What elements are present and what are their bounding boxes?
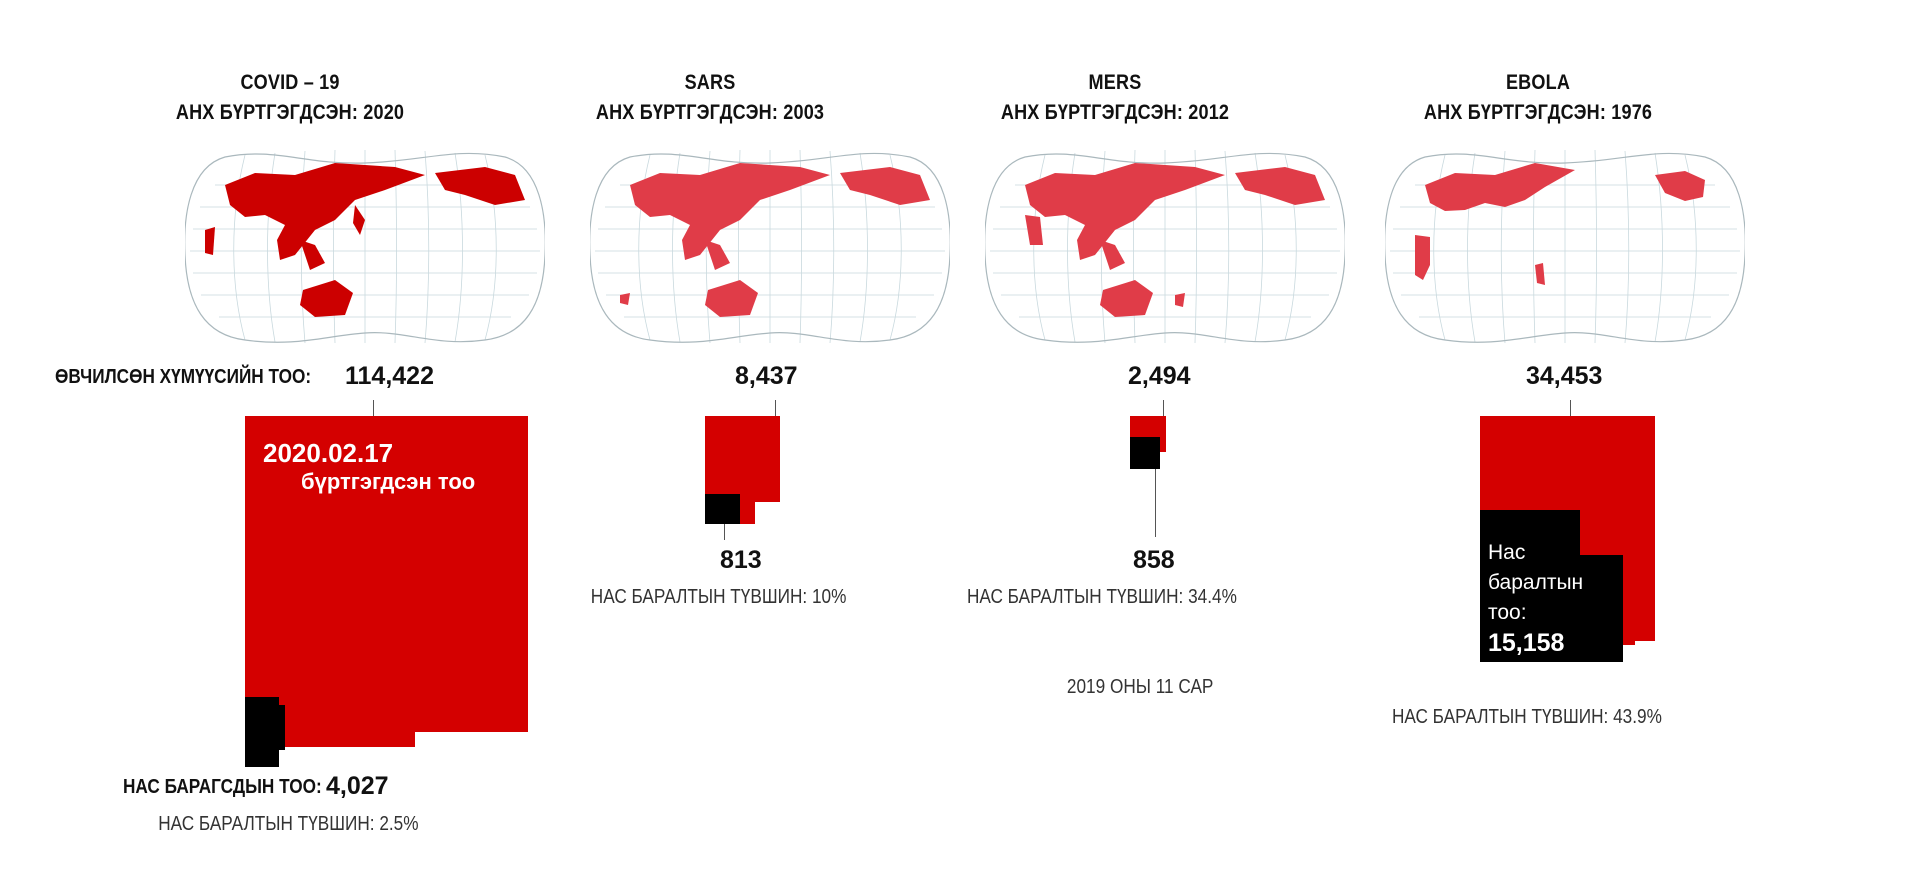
cases-area-step xyxy=(245,732,415,747)
fatality-rate: НАС БАРАЛТЫН ТҮВШИН: 10% xyxy=(590,586,847,608)
panel-mers: MERS АНХ БҮРТГЭГДСЭН: 2012 2,494 858 НАС… xyxy=(955,0,1375,876)
deaths-area xyxy=(1130,437,1160,469)
cases-value: 114,422 xyxy=(345,362,434,390)
deaths-label: НАС БАРАГСДЫН ТОО: xyxy=(123,776,322,798)
panel-covid: COVID – 19 АНХ БҮРТГЭГДСЭН: 2020 ӨВЧИЛСӨ… xyxy=(55,0,565,876)
cases-label-row: ӨВЧИЛСӨН ХҮМҮҮСИЙН ТОО: 114,422 xyxy=(55,362,434,390)
disease-name: MERS xyxy=(1088,71,1142,94)
cases-leader xyxy=(1163,400,1164,416)
first-recorded: АНХ БҮРТГЭГДСЭН: 2003 xyxy=(595,101,825,124)
date-label: 2020.02.17 бүртгэгдсэн тоо xyxy=(263,438,475,495)
world-map-mers xyxy=(985,145,1345,345)
cases-area xyxy=(705,416,780,502)
deaths-caption-3: тоо: xyxy=(1488,601,1527,624)
deaths-value: 858 xyxy=(1133,546,1175,574)
deaths-overlay: Нас баралтын тоо: 15,158 xyxy=(1488,538,1583,658)
deaths-area-step xyxy=(277,705,285,750)
cases-value: 8,437 xyxy=(735,362,798,390)
panel-title: MERS АНХ БҮРТГЭГДСЭН: 2012 xyxy=(934,68,1295,128)
cases-leader xyxy=(373,400,374,416)
deaths-value: 813 xyxy=(720,546,762,574)
panel-title: SARS АНХ БҮРТГЭГДСЭН: 2003 xyxy=(529,68,890,128)
cases-leader xyxy=(775,400,776,416)
first-recorded: АНХ БҮРТГЭГДСЭН: 2012 xyxy=(1000,101,1230,124)
deaths-area xyxy=(245,697,279,767)
panel-sars: SARS АНХ БҮРТГЭГДСЭН: 2003 8,437 813 НАС… xyxy=(560,0,980,876)
panel-title: COVID – 19 АНХ БҮРТГЭГДСЭН: 2020 xyxy=(109,68,470,128)
cases-leader xyxy=(1570,400,1571,416)
world-map-ebola xyxy=(1385,145,1745,345)
deaths-value: 4,027 xyxy=(326,772,389,800)
deaths-leader xyxy=(724,524,725,540)
deaths-area xyxy=(1480,510,1580,662)
deaths-caption-1: Нас xyxy=(1488,541,1526,564)
disease-name: SARS xyxy=(684,71,736,94)
deaths-caption-2: баралтын xyxy=(1488,571,1584,594)
affected-regions xyxy=(620,163,930,317)
affected-regions xyxy=(1415,163,1705,285)
deaths-area-step2 xyxy=(1500,514,1520,524)
cases-value: 34,453 xyxy=(1526,362,1603,390)
fatality-rate: НАС БАРАЛТЫН ТҮВШИН: 34.4% xyxy=(966,586,1237,608)
note: 2019 ОНЫ 11 САР xyxy=(1066,676,1214,698)
panel-ebola: EBOLA АНХ БҮРТГЭГДСЭН: 1976 34,453 Нас б… xyxy=(1390,0,1810,876)
world-map-sars xyxy=(590,145,950,345)
cases-value: 2,494 xyxy=(1128,362,1191,390)
first-recorded: АНХ БҮРТГЭГДСЭН: 2020 xyxy=(175,101,405,124)
world-map-covid xyxy=(185,145,545,345)
deaths-leader xyxy=(1155,469,1156,537)
deaths-area xyxy=(705,494,740,524)
deaths-value: 15,158 xyxy=(1488,629,1565,657)
disease-name: EBOLA xyxy=(1505,71,1571,94)
fatality-rate: НАС БАРАЛТЫН ТҮВШИН: 2.5% xyxy=(158,813,419,835)
date-caption: бүртгэгдсэн тоо xyxy=(301,469,476,494)
date-value: 2020.02.17 xyxy=(263,438,394,468)
fatality-rate: НАС БАРАЛТЫН ТҮВШИН: 43.9% xyxy=(1391,706,1662,728)
cases-area xyxy=(245,416,528,732)
panel-title: EBOLA АНХ БҮРТГЭГДСЭН: 1976 xyxy=(1357,68,1718,128)
first-recorded: АНХ БҮРТГЭГДСЭН: 1976 xyxy=(1423,101,1653,124)
deaths-area-step xyxy=(1578,555,1623,662)
cases-label: ӨВЧИЛСӨН ХҮМҮҮСИЙН ТОО: xyxy=(55,366,312,388)
disease-name: COVID – 19 xyxy=(240,71,340,94)
affected-regions xyxy=(1025,163,1325,317)
deaths-label-row: НАС БАРАГСДЫН ТОО: 4,027 xyxy=(123,772,389,800)
affected-regions xyxy=(205,163,525,317)
